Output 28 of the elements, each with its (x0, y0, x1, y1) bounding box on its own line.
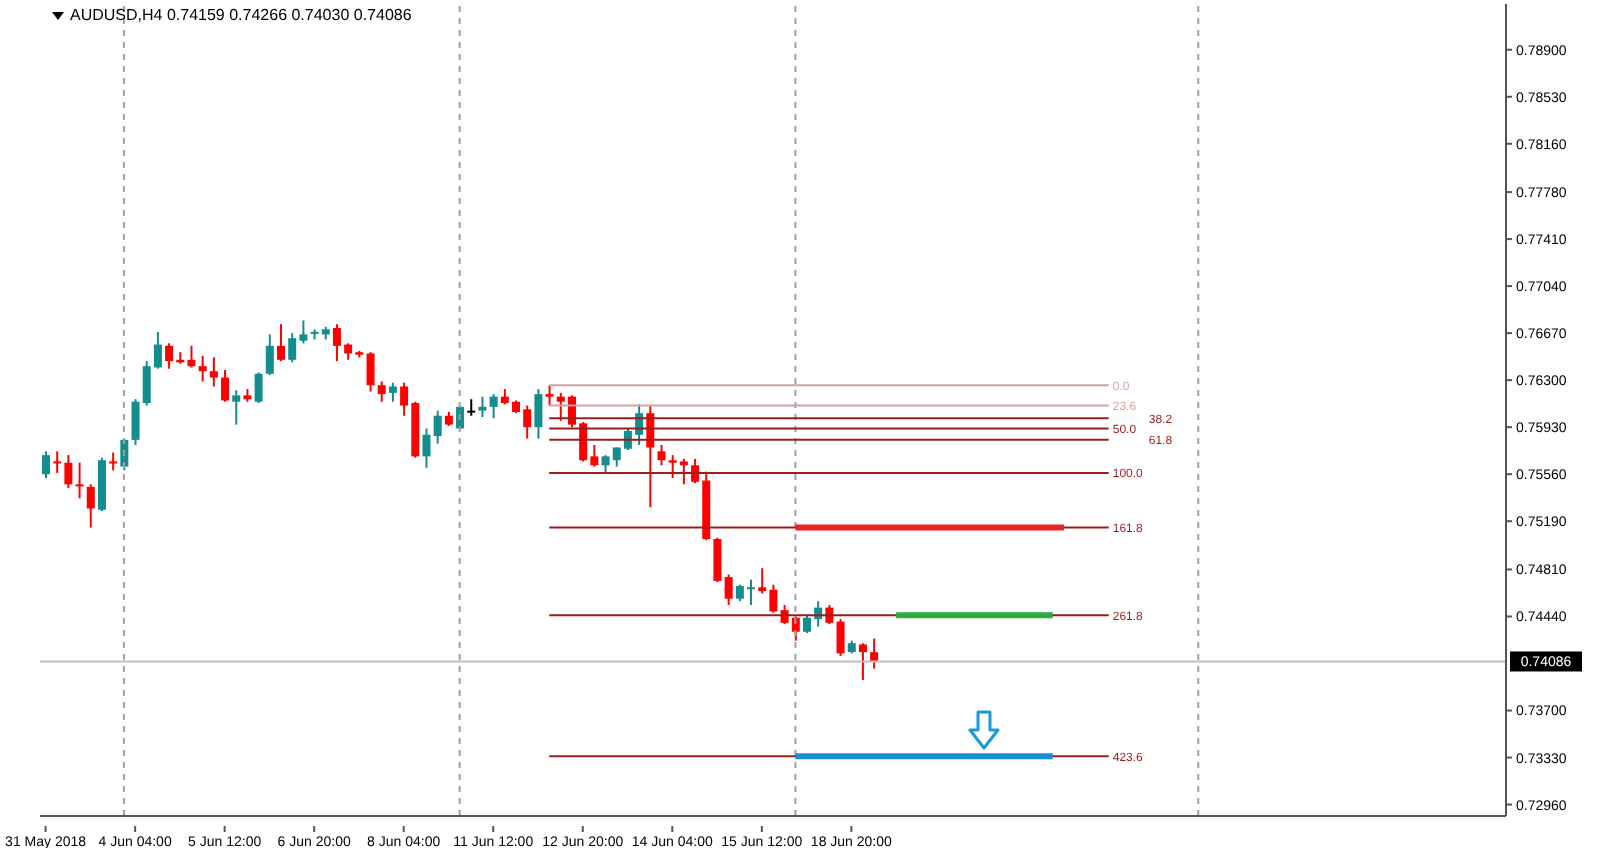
candlestick (534, 388, 543, 440)
candlestick (64, 454, 73, 490)
candlestick (724, 573, 733, 607)
candlestick (489, 393, 498, 420)
candlestick (221, 368, 230, 403)
candlestick (42, 450, 50, 479)
candlestick (377, 380, 386, 403)
candlestick (75, 461, 84, 500)
candlestick (366, 351, 375, 393)
candlestick (198, 354, 207, 383)
candlestick (836, 618, 845, 657)
candlestick (545, 384, 554, 407)
candlestick (53, 450, 62, 474)
candlestick (433, 409, 442, 445)
candlestick (277, 323, 286, 363)
candlestick (713, 536, 722, 584)
chart-title: AUDUSD,H4 0.74159 0.74266 0.74030 0.74086 (70, 6, 412, 24)
candlestick (388, 381, 397, 403)
candlestick (657, 443, 666, 467)
candlestick (86, 483, 95, 529)
candlestick (422, 427, 431, 469)
candlestick (265, 333, 274, 377)
candlestick (209, 356, 218, 388)
candlestick (232, 389, 241, 426)
candlestick (467, 398, 476, 417)
candlestick (858, 642, 867, 682)
candlestick (254, 371, 263, 405)
candlestick (478, 395, 487, 418)
